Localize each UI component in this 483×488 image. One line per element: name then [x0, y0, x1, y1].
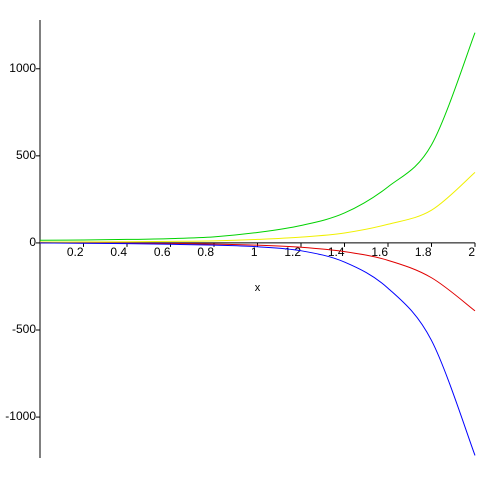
- x-tick-label: 0.2: [67, 245, 84, 259]
- y-tick-label: 0: [29, 235, 36, 249]
- y-tick-label: 500: [16, 148, 36, 162]
- curve: [39, 242, 476, 312]
- y-tick-label: 1000: [9, 61, 36, 75]
- x-tick-label: 0.6: [154, 245, 171, 259]
- curve: [39, 242, 476, 456]
- x-tick-label: 1: [251, 245, 258, 259]
- curve: [39, 172, 476, 243]
- x-tick-label: 0.8: [197, 245, 214, 259]
- x-tick-label: 0.4: [110, 245, 127, 259]
- x-tick-label: 1.8: [415, 245, 432, 259]
- x-axis-label: x: [255, 282, 261, 294]
- y-tick-label: -1000: [5, 409, 36, 423]
- x-tick-label: 1.4: [328, 245, 345, 259]
- x-tick-label: 1.6: [371, 245, 388, 259]
- y-tick-label: -500: [12, 322, 36, 336]
- x-tick-label: 2: [468, 245, 475, 259]
- curve: [39, 32, 476, 241]
